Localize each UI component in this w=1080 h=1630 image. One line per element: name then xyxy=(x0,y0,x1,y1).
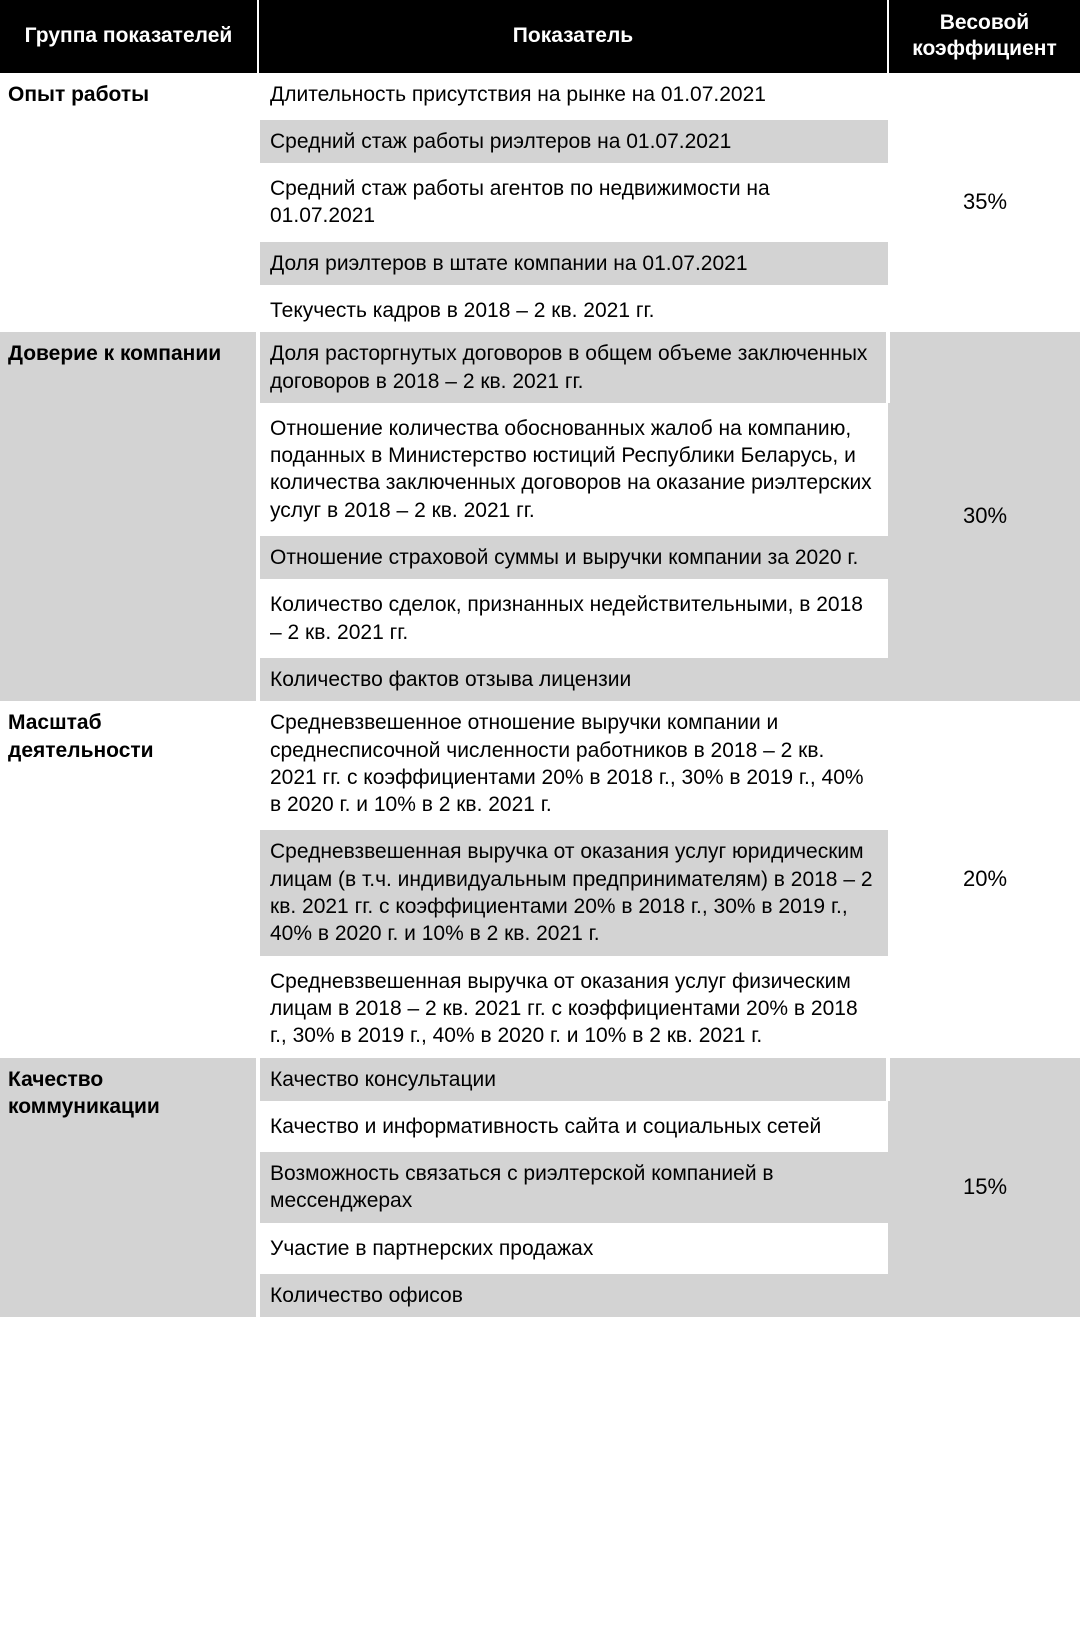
indicator-cell: Средний стаж работы риэлтеров на 01.07.2… xyxy=(258,120,888,163)
indicator-cell: Доля риэлтеров в штате компании на 01.07… xyxy=(258,242,888,285)
group-cell: Масштаб деятельности xyxy=(0,701,258,1057)
indicator-cell: Доля расторгнутых договоров в общем объе… xyxy=(258,332,888,403)
group-cell: Опыт работы xyxy=(0,73,258,333)
weight-cell: 15% xyxy=(888,1058,1080,1318)
table-row: Опыт работыДлительность присутствия на р… xyxy=(0,73,1080,116)
indicator-cell: Отношение количества обоснованных жалоб … xyxy=(258,407,888,532)
header-indicator: Показатель xyxy=(258,0,888,73)
indicator-cell: Средний стаж работы агентов по недвижимо… xyxy=(258,167,888,238)
indicator-cell: Количество офисов xyxy=(258,1274,888,1317)
indicator-cell: Средневзвешенная выручка от оказания усл… xyxy=(258,830,888,955)
table-row: Доверие к компанииДоля расторгнутых дого… xyxy=(0,332,1080,403)
weight-cell: 20% xyxy=(888,701,1080,1057)
table-row: Качество коммуникацииКачество консультац… xyxy=(0,1058,1080,1101)
indicator-cell: Средневзвешенное отношение выручки компа… xyxy=(258,701,888,826)
indicator-cell: Качество и информативность сайта и социа… xyxy=(258,1105,888,1148)
weight-cell: 30% xyxy=(888,332,1080,701)
indicator-cell: Длительность присутствия на рынке на 01.… xyxy=(258,73,888,116)
table-body: Опыт работыДлительность присутствия на р… xyxy=(0,73,1080,1318)
group-cell: Качество коммуникации xyxy=(0,1058,258,1318)
indicator-cell: Текучесть кадров в 2018 – 2 кв. 2021 гг. xyxy=(258,289,888,332)
weight-cell: 35% xyxy=(888,73,1080,333)
indicator-cell: Качество консультации xyxy=(258,1058,888,1101)
indicator-cell: Возможность связаться с риэлтерской комп… xyxy=(258,1152,888,1223)
indicator-cell: Количество фактов отзыва лицензии xyxy=(258,658,888,701)
indicator-cell: Участие в партнерских продажах xyxy=(258,1227,888,1270)
table-row: Масштаб деятельностиСредневзвешенное отн… xyxy=(0,701,1080,826)
group-cell: Доверие к компании xyxy=(0,332,258,701)
header-group: Группа показателей xyxy=(0,0,258,73)
criteria-table: Группа показателей Показатель Весовой ко… xyxy=(0,0,1080,1317)
header-weight: Весовой коэффициент xyxy=(888,0,1080,73)
table-header: Группа показателей Показатель Весовой ко… xyxy=(0,0,1080,73)
indicator-cell: Средневзвешенная выручка от оказания усл… xyxy=(258,960,888,1058)
indicator-cell: Количество сделок, признанных недействит… xyxy=(258,583,888,654)
indicator-cell: Отношение страховой суммы и выручки комп… xyxy=(258,536,888,579)
